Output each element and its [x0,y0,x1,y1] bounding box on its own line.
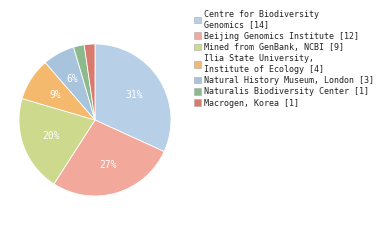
Legend: Centre for Biodiversity
Genomics [14], Beijing Genomics Institute [12], Mined fr: Centre for Biodiversity Genomics [14], B… [194,10,374,108]
Wedge shape [84,44,95,120]
Text: 6%: 6% [66,74,78,84]
Wedge shape [54,120,164,196]
Text: 27%: 27% [100,160,117,170]
Wedge shape [45,47,95,120]
Wedge shape [22,63,95,120]
Wedge shape [74,45,95,120]
Wedge shape [19,99,95,184]
Text: 9%: 9% [49,90,61,100]
Wedge shape [95,44,171,152]
Text: 20%: 20% [42,132,60,141]
Text: 31%: 31% [126,90,144,100]
